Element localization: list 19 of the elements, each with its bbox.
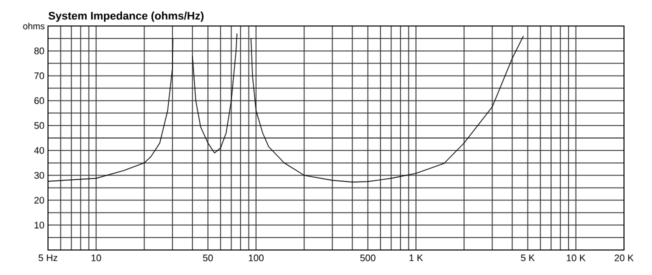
x-tick-label: 20 K [614,254,634,262]
x-tick-label: 500 [360,254,376,262]
y-tick-label: 80 [34,48,44,54]
y-axis-title: ohms [23,22,44,30]
y-tick-label: 70 [34,72,44,80]
x-tick-label: 1 K [410,254,423,262]
y-tick-label: 40 [34,147,44,154]
x-tick-label: 5 Hz [38,254,58,262]
chart-title: System Impedance (ohms/Hz) [48,12,204,22]
x-tick-label: 10 K [566,254,586,262]
x-tick-label: 50 [203,254,213,262]
y-tick-label: 60 [34,97,44,104]
x-tick-label: 100 [248,254,264,262]
x-tick-label: 10 [92,254,102,262]
y-tick-label: 30 [34,172,44,179]
y-tick-label: 10 [34,222,44,228]
y-tick-label: 50 [34,122,44,129]
x-tick-label: 5 K [520,254,535,262]
y-tick-label: 20 [34,196,44,204]
